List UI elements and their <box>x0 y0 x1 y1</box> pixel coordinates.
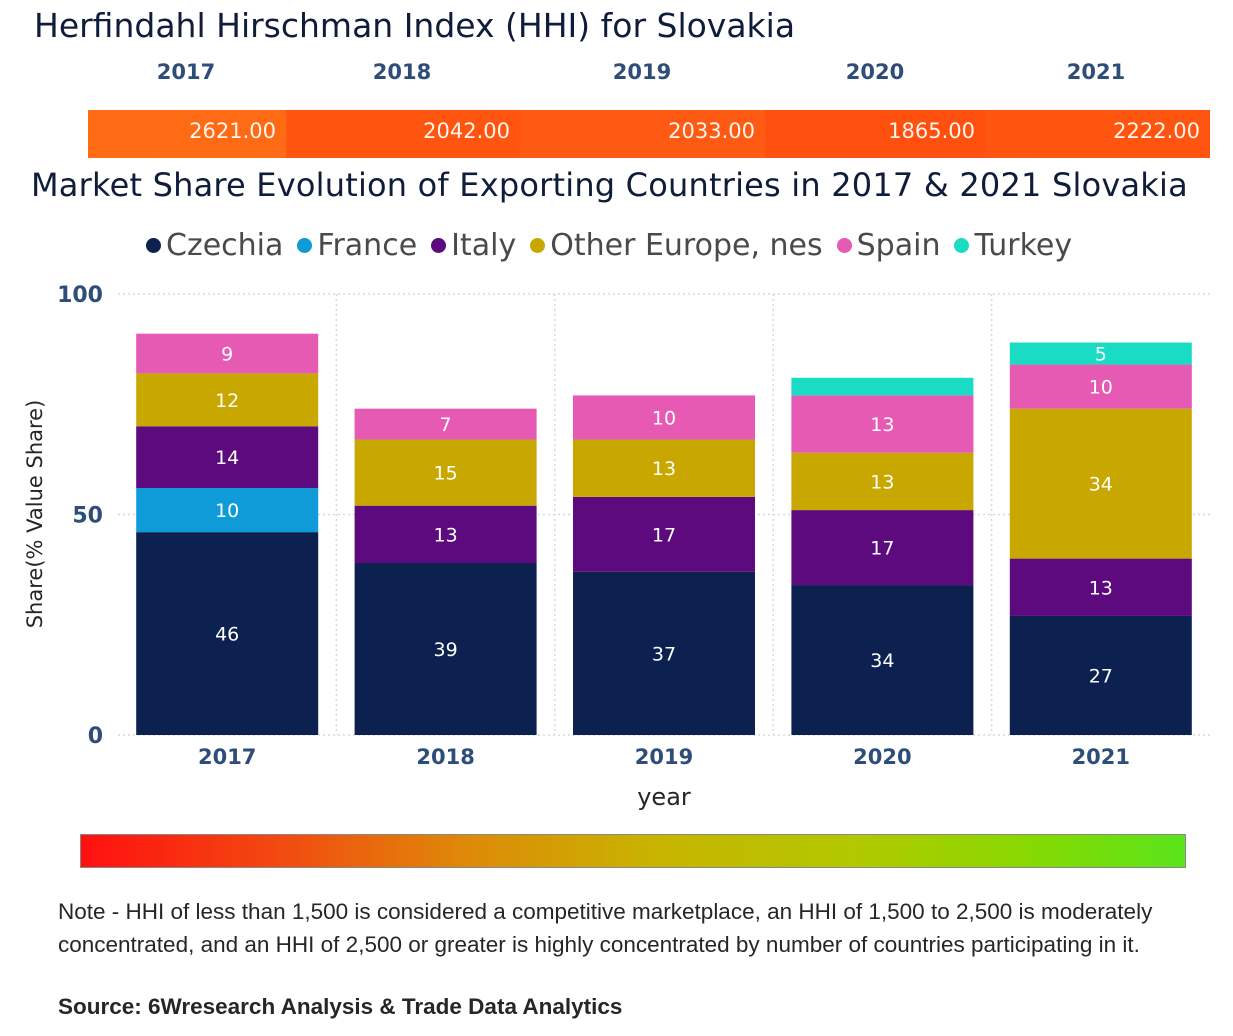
bar-segment <box>136 333 319 374</box>
note-text: Note - HHI of less than 1,500 is conside… <box>58 899 1153 957</box>
legend-item[interactable]: Czechia <box>146 228 283 263</box>
legend-item[interactable]: Other Europe, nes <box>530 228 823 263</box>
hhi-value: 2042.00 <box>423 119 510 143</box>
data-label: 39 <box>434 639 458 661</box>
data-label: 5 <box>1095 344 1107 366</box>
data-label: 37 <box>652 643 676 665</box>
source-text: Source: 6Wresearch Analysis & Trade Data… <box>58 994 623 1019</box>
legend-swatch <box>431 238 447 253</box>
hhi-cell: 1865.00 <box>765 110 985 158</box>
legend-swatch <box>836 238 852 253</box>
bar-segment <box>1009 408 1192 559</box>
x-tick-label: 2018 <box>416 745 474 769</box>
legend-swatch <box>297 238 313 253</box>
bar-segment <box>791 452 974 511</box>
x-tick-label: 2021 <box>1072 745 1130 769</box>
hhi-cell: 2621.00 <box>88 110 286 158</box>
y-tick-label: 100 <box>57 283 103 308</box>
data-label: 13 <box>870 471 894 493</box>
hhi-title: Herfindahl Hirschman Index (HHI) for Slo… <box>34 6 796 45</box>
y-axis-label: Share(% Value Share) <box>23 400 47 629</box>
bar-segment <box>136 488 319 533</box>
data-label: 9 <box>221 344 233 366</box>
legend-label: Czechia <box>166 228 284 263</box>
legend-swatch <box>146 238 161 253</box>
legend-label: France <box>317 228 418 263</box>
bar-segment <box>354 408 537 440</box>
x-tick-label: 2017 <box>198 745 256 769</box>
hhi-color-scale <box>80 834 1186 868</box>
legend-label: Other Europe, nes <box>550 228 823 263</box>
data-label: 13 <box>870 414 894 436</box>
data-label: 13 <box>434 524 458 546</box>
bar-segment <box>354 439 537 506</box>
hhi-value: 2033.00 <box>668 119 755 143</box>
bar-segment <box>791 395 974 453</box>
bar-segment <box>136 532 319 735</box>
legend-label: Spain <box>856 228 941 263</box>
hhi-year-label: 2020 <box>845 60 905 84</box>
bar-segment <box>1009 342 1192 365</box>
data-label: 7 <box>440 414 452 436</box>
data-label: 10 <box>215 500 239 522</box>
bar-segment <box>1009 364 1192 409</box>
data-label: 13 <box>1089 577 1113 599</box>
legend-label: Italy <box>451 228 517 263</box>
hhi-cell: 2042.00 <box>286 110 520 158</box>
x-tick-label: 2019 <box>635 745 693 769</box>
data-label: 17 <box>870 538 894 560</box>
x-axis-label: year <box>637 783 691 811</box>
hhi-year-label: 2019 <box>612 60 672 84</box>
bar-segment <box>354 563 537 735</box>
bar-segment <box>1009 558 1192 616</box>
data-label: 34 <box>870 650 894 672</box>
bar-segment <box>791 377 974 396</box>
hhi-bar: 2621.00 2042.00 2033.00 1865.00 2222.00 <box>88 110 1210 158</box>
data-label: 13 <box>652 458 676 480</box>
bar-segment <box>1009 615 1192 735</box>
data-label: 10 <box>652 407 676 429</box>
bar-segment <box>573 395 755 440</box>
hhi-cell: 2033.00 <box>520 110 765 158</box>
data-label: 10 <box>1089 377 1113 399</box>
y-tick-label: 0 <box>88 724 103 749</box>
data-label: 12 <box>215 390 239 412</box>
bar-segment <box>136 373 319 427</box>
chart-legend: Czechia France Italy Other Europe, nes S… <box>146 228 1086 263</box>
y-tick-label: 50 <box>72 504 103 529</box>
bar-segment <box>354 505 537 564</box>
legend-item[interactable]: France <box>297 228 417 263</box>
hhi-year-header: 2017 2018 2019 2020 2021 <box>88 60 1210 94</box>
hhi-cell: 2222.00 <box>985 110 1210 158</box>
hhi-value: 1865.00 <box>888 119 975 143</box>
market-share-title: Market Share Evolution of Exporting Coun… <box>31 166 1188 204</box>
bar-segment <box>573 439 755 497</box>
bar-segment <box>573 496 755 572</box>
bar-segment <box>791 510 974 586</box>
bar-segment <box>136 426 319 489</box>
legend-swatch <box>954 238 970 253</box>
hhi-year-label: 2018 <box>372 60 432 84</box>
data-label: 17 <box>652 524 676 546</box>
data-label: 15 <box>434 463 458 485</box>
legend-item[interactable]: Spain <box>836 228 941 263</box>
x-tick-label: 2020 <box>853 745 911 769</box>
stacked-bar-chart: 0 50 100 Share(% Value Share) 46 10 14 12 9 2017 3… <box>23 283 1210 811</box>
hhi-value: 2222.00 <box>1113 119 1200 143</box>
legend-item[interactable]: Italy <box>431 228 516 263</box>
hhi-year-label: 2017 <box>156 60 216 84</box>
legend-label: Turkey <box>974 228 1073 263</box>
data-label: 34 <box>1089 474 1113 496</box>
data-label: 27 <box>1089 665 1113 687</box>
bar-segment <box>791 585 974 735</box>
legend-item[interactable]: Turkey <box>954 228 1072 263</box>
hhi-value: 2621.00 <box>189 119 276 143</box>
legend-swatch <box>530 238 546 253</box>
data-label: 46 <box>215 624 239 646</box>
bar-segment <box>573 571 755 735</box>
data-label: 14 <box>215 447 239 469</box>
hhi-year-label: 2021 <box>1066 60 1126 84</box>
